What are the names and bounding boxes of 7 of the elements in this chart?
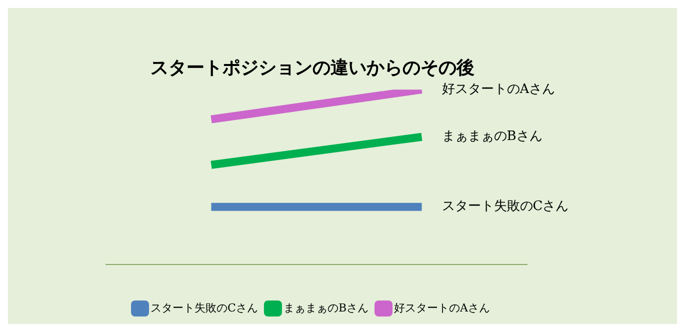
- text: 好スタートのAさん: [442, 82, 556, 97]
- chart-title: スタートポジションの違いからのその後: [150, 57, 474, 78]
- legend-label: スタート失敗のCさん: [150, 301, 258, 314]
- legend-label: 好スタートのAさん: [394, 301, 490, 314]
- text: まぁまぁのBさん: [442, 129, 542, 144]
- text: スタート失敗のCさん: [442, 199, 569, 214]
- legend-label: まぁまぁのBさん: [283, 301, 369, 314]
